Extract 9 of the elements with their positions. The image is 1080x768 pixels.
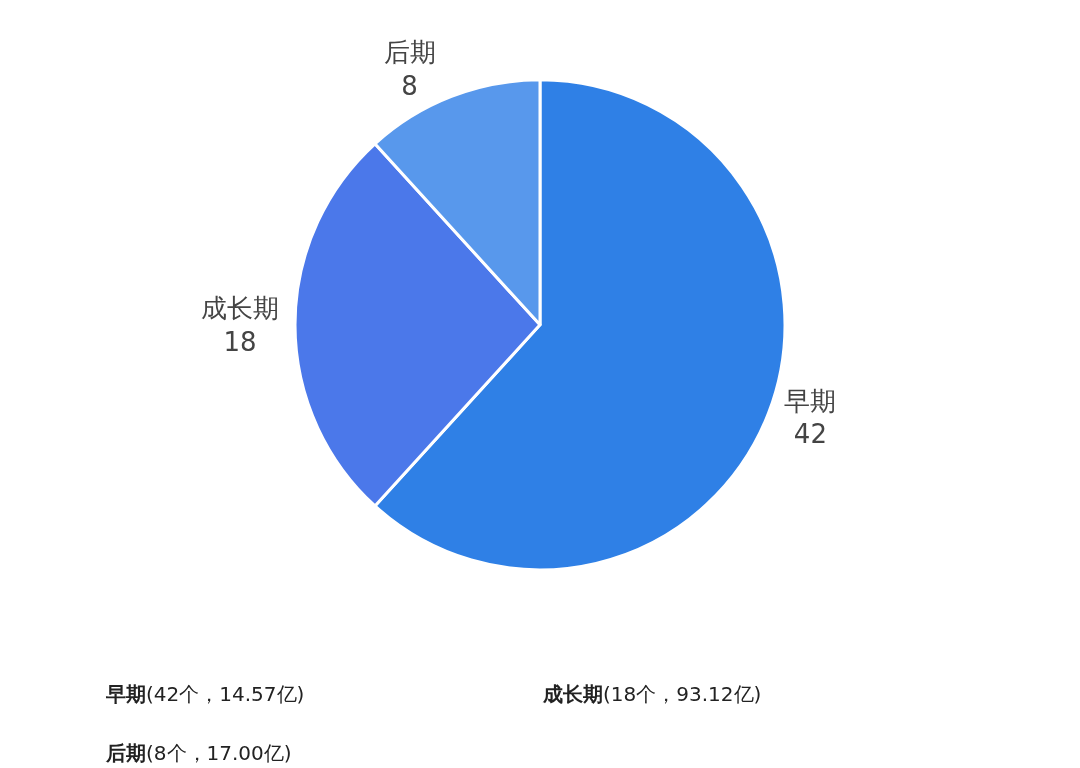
data-label: 8 [401,70,418,101]
data-label: 42 [793,419,827,450]
slice-label: 早期 [784,385,837,416]
text: 成长期(18个，93.12亿) [542,682,762,706]
slice-label: 后期 [383,36,436,67]
text: 后期(8个，17.00亿) [105,741,292,765]
text: 早期(42个，14.57亿) [105,682,305,706]
slice-label: 成长期 [201,292,280,323]
data-label: 18 [223,326,257,357]
